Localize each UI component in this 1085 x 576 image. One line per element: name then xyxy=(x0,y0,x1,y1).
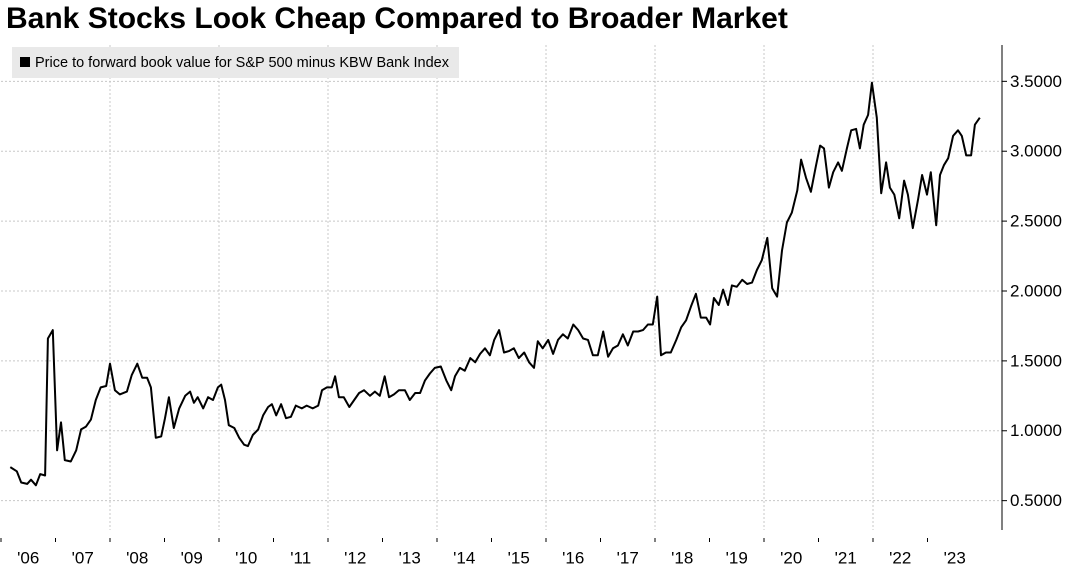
y-tick-label: 2.5000 xyxy=(1010,212,1062,231)
chart-title: Bank Stocks Look Cheap Compared to Broad… xyxy=(6,2,788,35)
x-tick-label: '16 xyxy=(562,548,584,567)
x-tick-label: '11 xyxy=(290,548,311,567)
x-tick-label: '20 xyxy=(780,548,802,567)
legend-swatch xyxy=(20,57,30,67)
x-tick-label: '17 xyxy=(617,548,639,567)
x-tick-label: '07 xyxy=(72,548,94,567)
x-tick-label: '18 xyxy=(671,548,693,567)
legend-label: Price to forward book value for S&P 500 … xyxy=(35,55,450,71)
x-tick-label: '21 xyxy=(835,548,857,567)
x-tick-label: '15 xyxy=(508,548,530,567)
legend: Price to forward book value for S&P 500 … xyxy=(12,47,459,78)
x-tick-label: '12 xyxy=(344,548,366,567)
x-tick-label: '14 xyxy=(453,548,475,567)
y-tick-label: 1.0000 xyxy=(1010,421,1062,440)
data-line xyxy=(9,81,981,487)
y-tick-label: 3.0000 xyxy=(1010,142,1062,161)
x-tick-label: '08 xyxy=(126,548,148,567)
legend-box xyxy=(12,47,459,78)
x-tick-label: '23 xyxy=(944,548,966,567)
y-tick-label: 1.5000 xyxy=(1010,351,1062,370)
y-tick-label: 0.5000 xyxy=(1010,491,1062,510)
x-tick-label: '22 xyxy=(889,548,911,567)
x-tick-label: '10 xyxy=(235,548,257,567)
x-tick-label: '13 xyxy=(399,548,421,567)
x-tick-label: '09 xyxy=(181,548,203,567)
x-tick-label: '06 xyxy=(17,548,39,567)
y-tick-label: 2.0000 xyxy=(1010,281,1062,300)
y-tick-label: 3.5000 xyxy=(1010,72,1062,91)
x-tick-label: '19 xyxy=(726,548,748,567)
